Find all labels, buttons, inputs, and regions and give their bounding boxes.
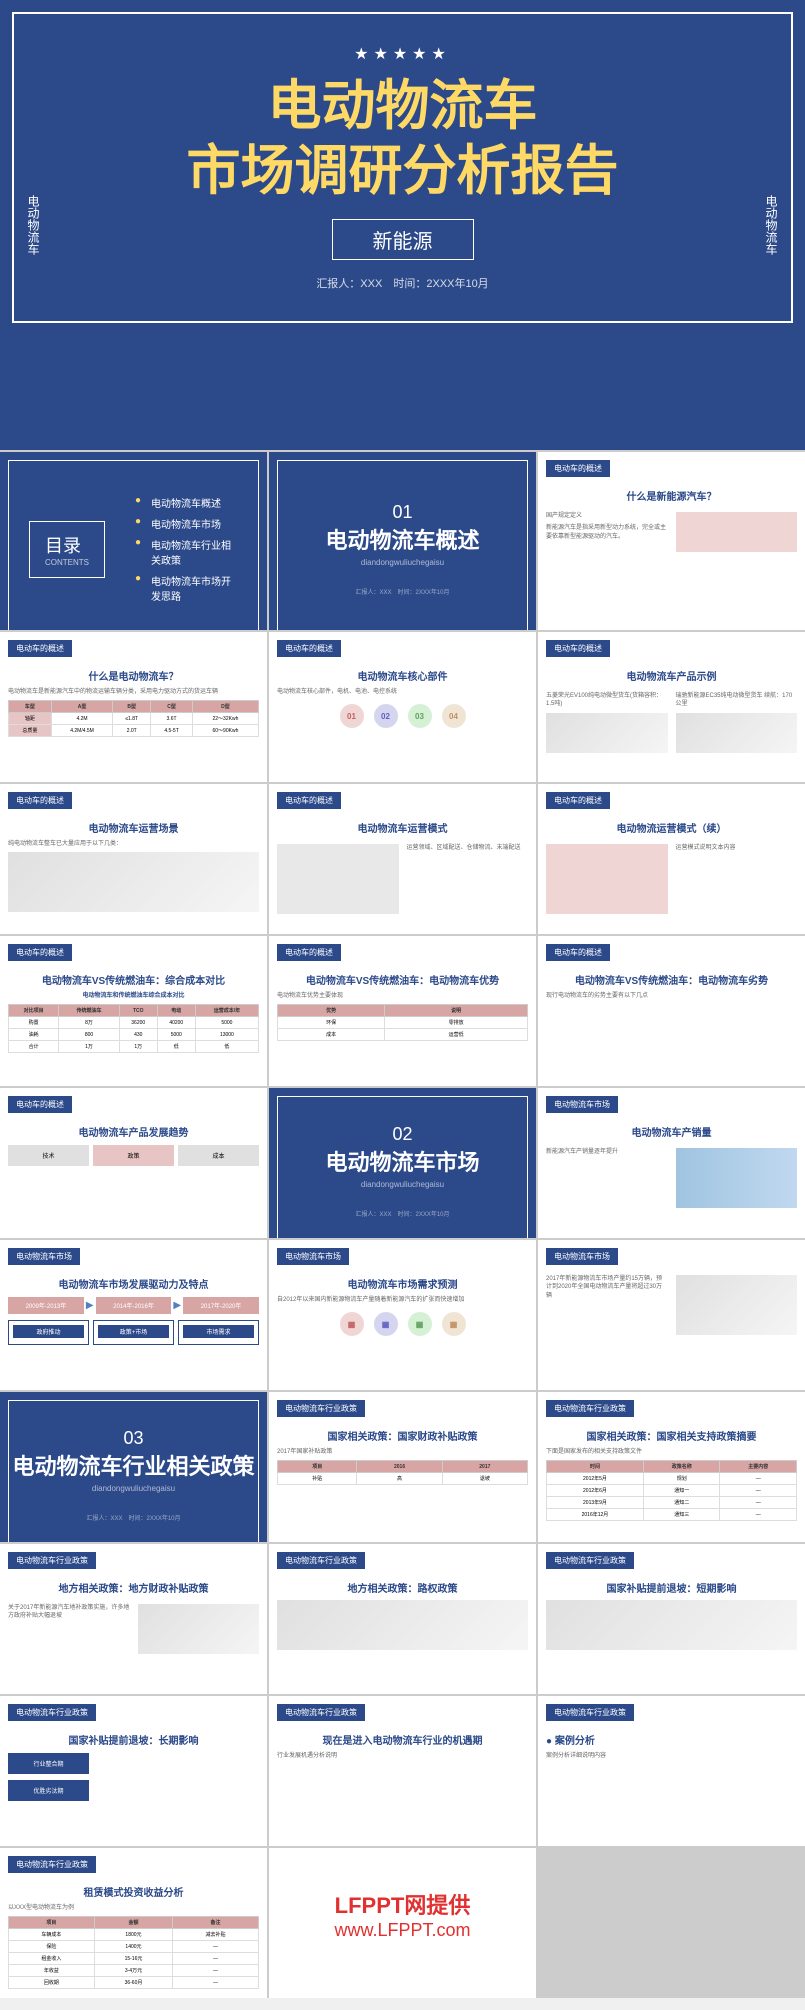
product-image — [676, 713, 798, 753]
slide-5: 电动车的概述 电动物流车核心部件 电动物流车核心部件，电机、电池、电控系统 01… — [269, 632, 536, 782]
product-image — [546, 713, 668, 753]
slide-27: 电动物流车行业政策 ● 案例分析 案例分析详细说明内容 — [538, 1696, 805, 1846]
image-placeholder — [277, 1600, 528, 1650]
slide-24: 电动物流车行业政策 国家补贴提前退坡：短期影响 — [538, 1544, 805, 1694]
image-placeholder — [546, 1600, 797, 1650]
slide-12: 电动车的概述 电动物流车VS传统燃油车：电动物流车劣势 现行电动物流车的劣势主要… — [538, 936, 805, 1086]
slide-18: 电动物流车市场 2017年新能源物流车市场产量约15万辆，预计到2020年全国电… — [538, 1240, 805, 1390]
body-text: 国产规定定义 — [546, 512, 668, 520]
brand-url: www.LFPPT.com — [289, 1920, 516, 1941]
slide-20: 电动物流车行业政策 国家相关政策：国家财政补贴政策 2017年国家补贴政策 项目… — [269, 1392, 536, 1542]
slide-16: 电动物流车市场 电动物流车市场发展驱动力及特点 2009年-2013年▶ 201… — [0, 1240, 267, 1390]
section-num: 01 — [392, 502, 412, 523]
component-circles: 01 02 03 04 — [277, 704, 528, 728]
slide-26: 电动物流车行业政策 现在是进入电动物流车行业的机遇期 行业发展机遇分析说明 — [269, 1696, 536, 1846]
subsidy-table: 项目20162017 补贴高退坡 — [277, 1460, 528, 1485]
toc-slide: 目录CONTENTS 电动物流车概述 电动物流车市场 电动物流车行业相关政策 电… — [0, 452, 267, 630]
slide-deck: 电动物流车 电动物流车 ★★★★★ 电动物流车 市场调研分析报告 新能源 汇报人… — [0, 0, 805, 1998]
section-pinyin: diandongwuliuchegaisu — [361, 558, 444, 567]
image-placeholder — [676, 1275, 798, 1335]
circle-icon: 02 — [374, 704, 398, 728]
slide-23: 电动物流车行业政策 地方相关政策：路权政策 — [269, 1544, 536, 1694]
advantage-table: 优势说明 环保零排放 成本运营低 — [277, 1004, 528, 1041]
chart-placeholder — [676, 1148, 798, 1208]
slide-8: 电动车的概述 电动物流车运营模式 运营领域、区域配送、仓储物流、末端配送 — [269, 784, 536, 934]
slide-21: 电动物流车行业政策 国家相关政策：国家相关支持政策摘要 下面是国家发布的相关支持… — [538, 1392, 805, 1542]
slide-17: 电动物流车市场 电动物流车市场需求预测 自2012年以来国内新能源物流车产量随着… — [269, 1240, 536, 1390]
circle-icon: 03 — [408, 704, 432, 728]
section-title: 电动物流车概述 — [325, 523, 479, 555]
slide-28: 电动物流车行业政策 租赁模式投资收益分析 以XXX型电动物流车为例 项目金额备注… — [0, 1848, 267, 1998]
slide-25: 电动物流车行业政策 国家补贴提前退坡：长期影响 行业整合期 优胜劣汰期 — [0, 1696, 267, 1846]
section-footer: 汇报人：XXX 时间：2XXX年10月 — [355, 587, 449, 596]
section-2-slide: 02 电动物流车市场 diandongwuliuchegaisu 汇报人：XXX… — [269, 1088, 536, 1238]
toc-list: 电动物流车概述 电动物流车市场 电动物流车行业相关政策 电动物流车市场开发思路 — [135, 489, 238, 609]
trend-boxes: 技术 政策 成本 — [8, 1145, 259, 1166]
image-placeholder — [138, 1604, 260, 1654]
section-1-slide: 01 电动物流车概述 diandongwuliuchegaisu 汇报人：XXX… — [269, 452, 536, 630]
stars-icon: ★★★★★ — [354, 44, 451, 64]
slide-22: 电动物流车行业政策 地方相关政策：地方财政补贴政策 关于2017年新能源汽车地补… — [0, 1544, 267, 1694]
spec-table: 车型A型B型C型D型 轴距4.2M≤1.8T3.6T22～32Kwh 总质量4.… — [8, 700, 259, 737]
main-title-line2: 市场调研分析报告 — [187, 139, 619, 204]
timeline: 2009年-2013年▶ 2014年-2016年▶ 2017年-2020年 — [8, 1297, 259, 1314]
subtitle: 新能源 — [332, 219, 474, 260]
circle-icon: 04 — [442, 704, 466, 728]
presenter-info: 汇报人：XXX 时间：2XXX年10月 — [316, 275, 488, 291]
main-title-line1: 电动物流车 — [268, 74, 538, 139]
diagram-placeholder — [8, 852, 259, 912]
slide-10: 电动车的概述 电动物流车VS传统燃油车：综合成本对比 电动物流车和传统燃油车综合… — [0, 936, 267, 1086]
image-placeholder — [676, 512, 798, 552]
mode-box — [546, 844, 668, 914]
slide-13: 电动车的概述 电动物流车产品发展趋势 技术 政策 成本 — [0, 1088, 267, 1238]
cost-table: 对比项目传统燃油车TCO电动运营成本/年 购置8万36200402005000 … — [8, 1004, 259, 1053]
circle-icon: 01 — [340, 704, 364, 728]
slide-9: 电动车的概述 电动物流运营模式（续） 运营模式说明文本内容 — [538, 784, 805, 934]
section-3-slide: 03 电动物流车行业相关政策 diandongwuliuchegaisu 汇报人… — [0, 1392, 267, 1542]
slide-header: 电动车的概述 — [546, 460, 610, 477]
policy-table: 时间政策名称主要内容 2012年5月规划— 2012年6月通知一— 2013年9… — [546, 1460, 797, 1521]
toc-item: 电动物流车行业相关政策 — [135, 537, 238, 567]
brand-slide: LFPPT网提供 www.LFPPT.com — [269, 1848, 536, 1998]
slide-title: 什么是电动物流车？ — [8, 668, 259, 683]
toc-label: 目录CONTENTS — [29, 521, 105, 578]
slide-15: 电动物流车市场 电动物流车产销量 新能源汽车产销量逐年提升 — [538, 1088, 805, 1238]
empty-slide — [538, 1848, 805, 1998]
toc-item: 电动物流车概述 — [135, 495, 238, 510]
slide-3: 电动车的概述 什么是新能源汽车？ 国产规定定义新能源汽车是指采用新型动力系统，完… — [538, 452, 805, 630]
toc-item: 电动物流车市场开发思路 — [135, 573, 238, 603]
toc-item: 电动物流车市场 — [135, 516, 238, 531]
slide-6: 电动车的概述 电动物流车产品示例 五菱荣光EV100纯电动微型货车(货箱容积：1… — [538, 632, 805, 782]
slide-7: 电动车的概述 电动物流车运营场景 纯电动物流车整车已大量应用于以下几类： — [0, 784, 267, 934]
brand-name: LFPPT网提供 — [289, 1888, 516, 1920]
title-slide: 电动物流车 电动物流车 ★★★★★ 电动物流车 市场调研分析报告 新能源 汇报人… — [0, 0, 805, 450]
slide-4: 电动车的概述 什么是电动物流车？ 电动物流车是新能源汽车中的物流运输车辆分类，采… — [0, 632, 267, 782]
table-placeholder — [277, 844, 399, 914]
slide-11: 电动车的概述 电动物流车VS传统燃油车：电动物流车优势 电动物流车优势主要体现 … — [269, 936, 536, 1086]
slide-title: 什么是新能源汽车？ — [546, 488, 797, 503]
roi-table: 项目金额备注 车辆成本1800元减去补贴 保险1400元— 租金收入15-16元… — [8, 1916, 259, 1989]
